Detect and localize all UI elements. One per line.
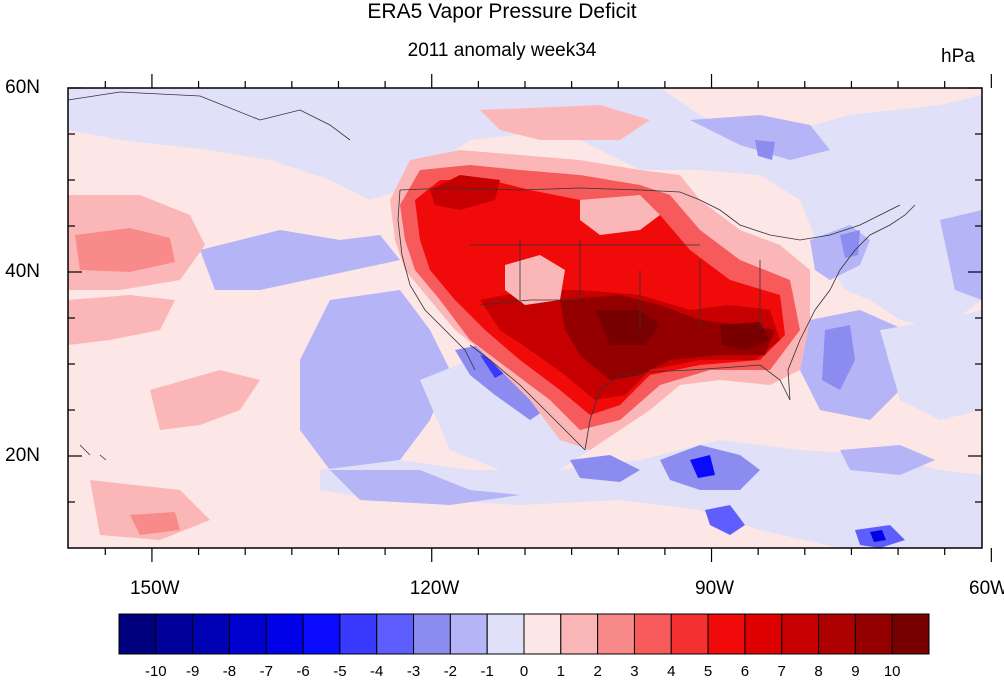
colorbar-label: 7 [777,663,786,680]
colorbar-cell [486,613,525,655]
colorbar-cell [155,613,194,655]
colorbar-label: 9 [851,663,860,680]
colorbar-cell [302,613,341,655]
colorbar-label: -10 [144,663,167,680]
colorbar-cell [376,613,415,655]
colorbar-label: -5 [333,663,347,680]
us-positive-anomaly [390,150,810,450]
negative-anomaly-regions [68,88,982,548]
vpd-anomaly-map [67,74,992,562]
colorbar-label: -8 [222,663,237,680]
colorbar-label: -3 [406,663,421,680]
colorbar-cell [891,613,930,655]
colorbar-cell [523,613,562,655]
colorbar-cell [633,613,672,655]
pacific-positive-regions [68,105,650,540]
colorbar-label: 5 [703,663,713,680]
units-label: hPa [941,46,975,67]
lat-label: 40N [5,261,40,282]
colorbar-label: -9 [185,663,200,680]
colorbar-label: 2 [593,663,602,680]
coastlines [68,91,916,461]
colorbar-cell [854,613,893,655]
colorbar-label: 1 [556,663,565,680]
colorbar-label: -1 [480,663,494,680]
lat-label: 20N [5,445,40,466]
colorbar-label: 10 [883,663,901,680]
colorbar-cell [265,613,304,655]
map-title: ERA5 Vapor Pressure Deficit [367,0,637,23]
colorbar-cell [339,613,378,655]
colorbar-cell [228,613,267,655]
colorbar-cell [118,613,157,655]
colorbar-label: 4 [667,663,676,680]
colorbar-cell [413,613,451,655]
colorbar-cell [707,613,746,655]
colorbar-label: -2 [443,663,458,680]
colorbar-label: 0 [519,663,529,680]
colorbar-cell [449,613,488,655]
colorbar-label: -7 [259,663,273,680]
colorbar-cell [670,613,709,655]
colorbar-label: -6 [296,663,310,680]
colorbar-cell [744,613,783,655]
colorbar-cell [597,613,635,655]
colorbar-label: -4 [370,663,384,680]
lon-label: 90W [695,578,735,599]
colorbar-label: 3 [630,663,639,680]
colorbar-cell [192,613,230,655]
colorbar-label: 8 [814,663,823,680]
lon-label: 60W [969,578,1004,599]
lat-label: 60N [5,77,40,98]
lon-label: 120W [409,578,460,599]
colorbar-cell [560,613,599,655]
axis-ticks [68,74,992,562]
lon-label: 150W [129,578,180,599]
colorbar-cell [818,613,856,655]
colorbar-label: 6 [740,663,750,680]
colorbar-cell [781,613,820,655]
map-subtitle: 2011 anomaly week34 [407,40,597,61]
